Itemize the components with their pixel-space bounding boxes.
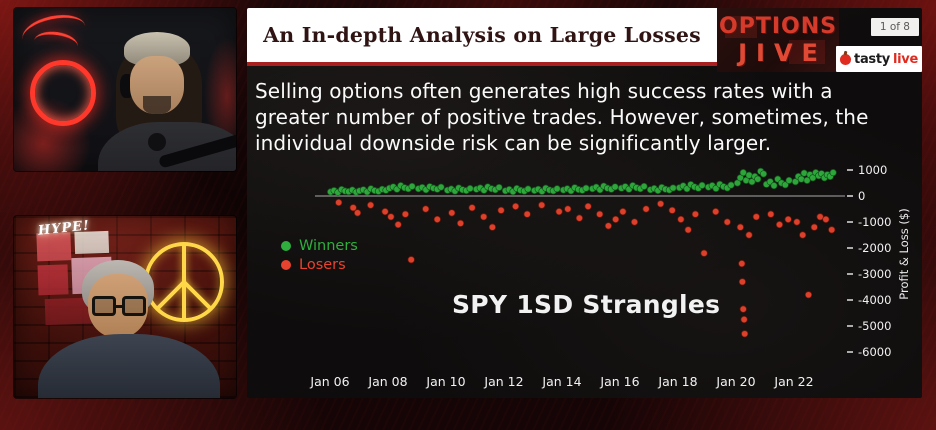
svg-text:Jan 14: Jan 14 (541, 374, 581, 389)
svg-text:Jan 22: Jan 22 (773, 374, 813, 389)
losers-label: Losers (299, 256, 346, 273)
page-indicator: 1 of 8 (870, 18, 919, 36)
slide-body: Selling options often generates high suc… (247, 66, 922, 398)
tastylive-logo: tasty live (836, 46, 922, 72)
slide-paragraph: Selling options often generates high suc… (255, 79, 869, 155)
svg-text:-6000: -6000 (858, 345, 891, 359)
glasses-bridge (116, 304, 122, 308)
legend-row-losers: Losers (281, 255, 358, 274)
ring-light (30, 60, 96, 126)
brand-tasty: tasty (854, 51, 890, 67)
svg-text:0: 0 (858, 189, 865, 203)
svg-text:-2000: -2000 (858, 241, 891, 255)
losers-dot (281, 259, 291, 270)
svg-text:-3000: -3000 (858, 267, 891, 281)
svg-text:Jan 20: Jan 20 (715, 374, 755, 389)
svg-text:Profit & Loss ($): Profit & Loss ($) (897, 208, 911, 299)
host-shirt (38, 334, 220, 398)
options-jive-logo-line2: JIVE (738, 38, 827, 67)
host-bottom (38, 260, 220, 398)
brand-live: live (892, 51, 918, 67)
svg-text:Jan 10: Jan 10 (425, 374, 465, 389)
svg-text:Jan 12: Jan 12 (483, 374, 523, 389)
slide-header: An In-depth Analysis on Large Losses (247, 8, 717, 66)
microphone (148, 133, 166, 151)
svg-text:-4000: -4000 (858, 293, 891, 307)
svg-text:1000: 1000 (858, 163, 887, 177)
slide-title: An In-depth Analysis on Large Losses (263, 23, 701, 47)
host-beard (143, 96, 171, 114)
svg-text:Jan 08: Jan 08 (367, 374, 407, 389)
chart-title: SPY 1SD Strangles (452, 290, 721, 319)
winners-label: Winners (299, 237, 358, 254)
tastylive-apple-icon (840, 53, 852, 65)
svg-text:-1000: -1000 (858, 215, 891, 229)
host-glasses (92, 296, 146, 316)
svg-text:Jan 06: Jan 06 (309, 374, 349, 389)
glasses-lens (121, 296, 146, 316)
webcam-bottom: HYPE! (14, 216, 236, 398)
webcam-top (14, 8, 236, 171)
svg-text:Jan 16: Jan 16 (599, 374, 639, 389)
pnl-scatter-chart: 1000 0 -1000 -2000 -3000 -4000 -5000 -6000 Jan 0… (309, 163, 911, 389)
presentation-slide: An In-depth Analysis on Large Losses OPT… (247, 8, 922, 398)
options-jive-logo-line1: OPTIONS (719, 13, 837, 39)
glasses-lens (92, 296, 117, 316)
svg-text:-5000: -5000 (858, 319, 891, 333)
options-jive-logo: OPTIONS JIVE (717, 8, 839, 72)
winners-dot (281, 240, 291, 251)
svg-text:Jan 18: Jan 18 (657, 374, 697, 389)
legend-row-winners: Winners (281, 236, 358, 255)
chart-legend: Winners Losers (281, 236, 358, 274)
